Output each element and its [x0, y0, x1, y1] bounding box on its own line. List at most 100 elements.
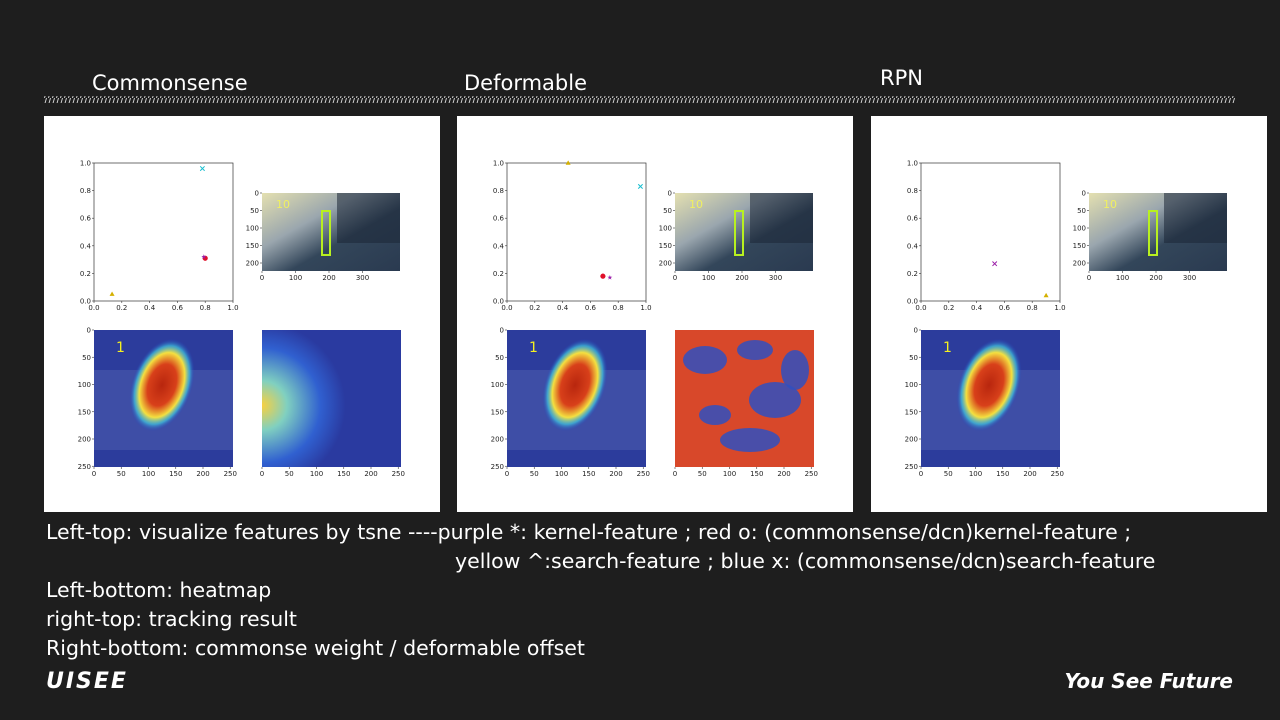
- tracking-box: [734, 210, 744, 256]
- x-tick-label: 0.8: [200, 304, 211, 312]
- marker: [607, 274, 613, 280]
- plot-frame: [93, 162, 234, 302]
- image-texture: [337, 193, 400, 243]
- y-tick-label: 0.4: [907, 242, 919, 250]
- y-tick-label: 100: [659, 225, 672, 233]
- x-tick-label: 0.6: [999, 304, 1011, 312]
- y-tick-label: 0: [1082, 190, 1086, 198]
- marker: [600, 273, 606, 279]
- x-tick-label: 0.8: [613, 304, 624, 312]
- scatter-point: [637, 183, 643, 190]
- x-tick-label: 0: [260, 470, 264, 478]
- y-tick-label: 0: [500, 327, 504, 335]
- x-tick-label: 200: [777, 470, 790, 478]
- scatter-point: [199, 165, 205, 172]
- offset-patch: [737, 340, 773, 360]
- y-tick-label: 50: [250, 207, 259, 215]
- marker: [992, 261, 998, 267]
- marker: [565, 160, 571, 165]
- image-texture: [750, 193, 813, 243]
- y-tick-label: 0.0: [907, 298, 918, 306]
- x-tick-label: 100: [555, 470, 568, 478]
- y-tick-label: 0.2: [907, 270, 918, 278]
- y-tick-label: 0.8: [907, 187, 918, 195]
- scatter-point: [201, 254, 207, 259]
- x-tick-label: 300: [769, 274, 782, 282]
- scatter-point: [565, 160, 571, 165]
- x-tick-label: 200: [364, 470, 377, 478]
- x-tick-label: 100: [142, 470, 155, 478]
- y-tick-label: 1.0: [80, 160, 91, 168]
- x-tick-label: 50: [530, 470, 539, 478]
- x-tick-label: 300: [1183, 274, 1196, 282]
- y-tick-label: 150: [246, 242, 259, 250]
- y-tick-label: 50: [1077, 207, 1086, 215]
- frame-label: 1: [943, 340, 952, 356]
- y-tick-label: 0.4: [80, 242, 92, 250]
- x-tick-label: 150: [582, 470, 595, 478]
- frame-label: 10: [276, 198, 290, 211]
- x-tick-label: 0: [92, 470, 96, 478]
- y-tick-label: 200: [905, 436, 918, 444]
- y-tick-label: 1.0: [907, 160, 918, 168]
- x-tick-label: 100: [969, 470, 982, 478]
- y-tick-label: 150: [1073, 242, 1086, 250]
- divider: [44, 96, 1236, 103]
- y-tick-label: 0: [255, 190, 259, 198]
- y-tick-label: 100: [491, 381, 504, 389]
- x-tick-label: 0.0: [88, 304, 99, 312]
- y-tick-label: 0.8: [493, 187, 504, 195]
- x-tick-label: 200: [322, 274, 335, 282]
- x-tick-label: 250: [805, 470, 818, 478]
- x-tick-label: 300: [356, 274, 369, 282]
- y-tick-label: 150: [491, 408, 504, 416]
- x-tick-label: 0.2: [943, 304, 954, 312]
- y-tick-label: 0.0: [493, 298, 504, 306]
- tagline: You See Future: [1064, 669, 1233, 693]
- x-tick-label: 0: [1087, 274, 1091, 282]
- scatter-point: [600, 273, 606, 279]
- x-tick-label: 250: [637, 470, 650, 478]
- offset-patch: [781, 350, 809, 390]
- heat-blob: [956, 338, 1022, 432]
- y-tick-label: 0.8: [80, 187, 91, 195]
- x-tick-label: 50: [117, 470, 126, 478]
- y-tick-label: 0: [668, 190, 672, 198]
- frame-label: 1: [529, 340, 538, 356]
- x-tick-label: 100: [723, 470, 736, 478]
- marker: [109, 291, 115, 296]
- y-tick-label: 200: [78, 436, 91, 444]
- x-tick-label: 0.2: [116, 304, 127, 312]
- y-tick-label: 0.2: [80, 270, 91, 278]
- y-tick-label: 100: [1073, 225, 1086, 233]
- y-tick-label: 200: [1073, 260, 1086, 268]
- x-tick-label: 50: [285, 470, 294, 478]
- y-tick-label: 250: [905, 463, 918, 471]
- y-tick-label: 0.2: [493, 270, 504, 278]
- weight-map: [262, 330, 401, 467]
- x-tick-label: 0.2: [529, 304, 540, 312]
- x-tick-label: 200: [1023, 470, 1036, 478]
- x-tick-label: 0.0: [501, 304, 512, 312]
- x-tick-label: 0: [919, 470, 923, 478]
- frame-label: 10: [689, 198, 703, 211]
- y-tick-label: 0: [914, 327, 918, 335]
- caption: right-top: tracking result: [46, 607, 297, 631]
- scatter-point: [1043, 292, 1049, 298]
- y-tick-label: 200: [659, 260, 672, 268]
- panel-title: Commonsense: [92, 71, 248, 95]
- x-tick-label: 150: [750, 470, 763, 478]
- marker: [199, 165, 205, 172]
- y-tick-label: 50: [909, 354, 918, 362]
- y-tick-label: 200: [246, 260, 259, 268]
- x-tick-label: 0.6: [585, 304, 597, 312]
- x-tick-label: 0: [673, 470, 677, 478]
- offset-patch: [699, 405, 731, 425]
- x-tick-label: 0: [505, 470, 509, 478]
- x-tick-label: 150: [169, 470, 182, 478]
- x-tick-label: 200: [1149, 274, 1162, 282]
- plot-frame: [920, 162, 1061, 302]
- x-tick-label: 250: [392, 470, 405, 478]
